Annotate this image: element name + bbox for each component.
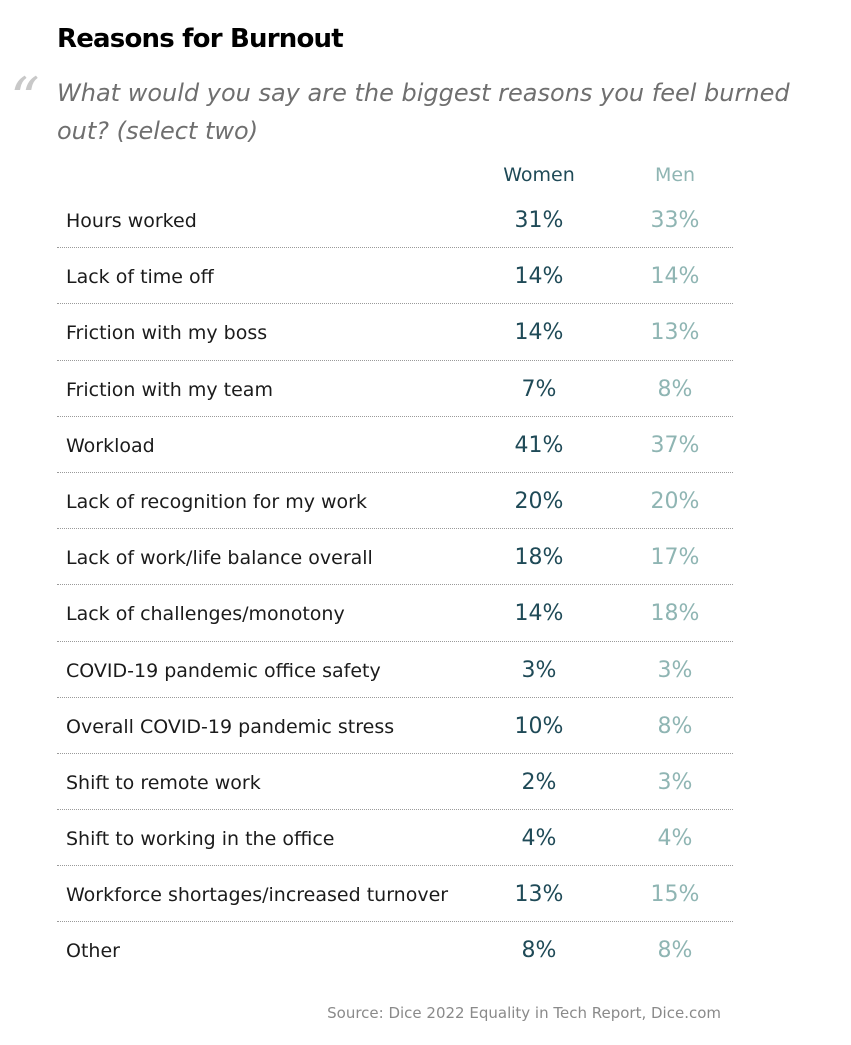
value-men: 8% bbox=[657, 938, 693, 964]
value-men: 37% bbox=[650, 432, 700, 458]
value-men: 8% bbox=[657, 376, 693, 402]
value-women: 14% bbox=[514, 320, 564, 346]
value-women: 4% bbox=[521, 826, 557, 852]
row-label: Workload bbox=[66, 434, 155, 457]
column-header-women: Women bbox=[503, 164, 575, 186]
row-label: Friction with my team bbox=[66, 378, 273, 401]
value-women: 20% bbox=[514, 488, 564, 514]
value-men: 18% bbox=[650, 601, 700, 627]
table-row: Lack of challenges/monotony 14% 18% bbox=[57, 585, 733, 642]
value-men: 33% bbox=[650, 208, 700, 233]
table-row: COVID-19 pandemic office safety 3% 3% bbox=[57, 642, 733, 698]
value-men: 20% bbox=[650, 488, 700, 514]
table-row: Lack of work/life balance overall 18% 17% bbox=[57, 529, 733, 586]
table-body: Hours worked 31% 33% Lack of time off 14% 14%… bbox=[57, 192, 733, 978]
value-women: 14% bbox=[514, 264, 564, 290]
table-row: Shift to remote work 2% 3% bbox=[57, 754, 733, 811]
value-women: 3% bbox=[521, 657, 557, 683]
table-row: Workload 41% 37% bbox=[57, 417, 733, 473]
column-header-men: Men bbox=[654, 164, 696, 186]
row-label: Hours worked bbox=[66, 210, 197, 232]
row-label: Overall COVID-19 pandemic stress bbox=[66, 715, 395, 738]
row-label: Lack of time off bbox=[66, 266, 214, 289]
source-note: Source: Dice 2022 Equality in Tech Repor… bbox=[327, 1004, 721, 1022]
row-label: Workforce shortages/increased turnover bbox=[66, 884, 449, 907]
value-women: 31% bbox=[514, 208, 564, 233]
row-label: Lack of challenges/monotony bbox=[66, 603, 345, 626]
value-men: 3% bbox=[657, 769, 693, 795]
row-label: Friction with my boss bbox=[66, 322, 268, 345]
value-women: 10% bbox=[514, 713, 564, 739]
value-men: 3% bbox=[657, 657, 693, 683]
value-men: 17% bbox=[650, 545, 700, 571]
table-row: Workforce shortages/increased turnover 13… bbox=[57, 866, 733, 923]
row-label: Lack of recognition for my work bbox=[66, 490, 367, 513]
value-men: 4% bbox=[657, 826, 693, 852]
table-row: Friction with my team 7% 8% bbox=[57, 361, 733, 417]
value-women: 13% bbox=[514, 882, 564, 908]
quote-mark-icon: “ bbox=[10, 65, 40, 133]
table-row: Lack of recognition for my work 20% 20% bbox=[57, 473, 733, 530]
table-row: Friction with my boss 14% 13% bbox=[57, 304, 733, 361]
value-women: 41% bbox=[514, 432, 564, 458]
row-label: COVID-19 pandemic office safety bbox=[66, 659, 381, 682]
value-women: 14% bbox=[514, 601, 564, 627]
value-men: 8% bbox=[657, 713, 693, 739]
value-women: 2% bbox=[521, 769, 557, 795]
value-women: 8% bbox=[521, 938, 557, 964]
data-table: Women Men Hours worked 31% 33% Lack of time… bbox=[57, 158, 733, 978]
table-row: Other 8% 8% bbox=[57, 922, 733, 977]
table-header-row: Women Men bbox=[57, 158, 733, 192]
value-men: 13% bbox=[650, 320, 700, 346]
row-label: Shift to working in the office bbox=[66, 828, 335, 851]
table-row: Shift to working in the office 4% 4% bbox=[57, 810, 733, 867]
row-label: Shift to remote work bbox=[66, 771, 261, 794]
chart-title: Reasons for Burnout bbox=[57, 24, 344, 54]
value-women: 7% bbox=[521, 376, 557, 402]
table-row: Hours worked 31% 33% bbox=[57, 192, 733, 249]
table-row: Overall COVID-19 pandemic stress 10% 8% bbox=[57, 698, 733, 754]
row-label: Lack of work/life balance overall bbox=[66, 547, 373, 570]
table-row: Lack of time off 14% 14% bbox=[57, 248, 733, 305]
row-label: Other bbox=[66, 940, 120, 963]
value-men: 15% bbox=[650, 882, 700, 908]
value-men: 14% bbox=[650, 264, 700, 290]
chart-subtitle: What would you say are the biggest reaso… bbox=[57, 79, 790, 145]
value-women: 18% bbox=[514, 545, 564, 571]
